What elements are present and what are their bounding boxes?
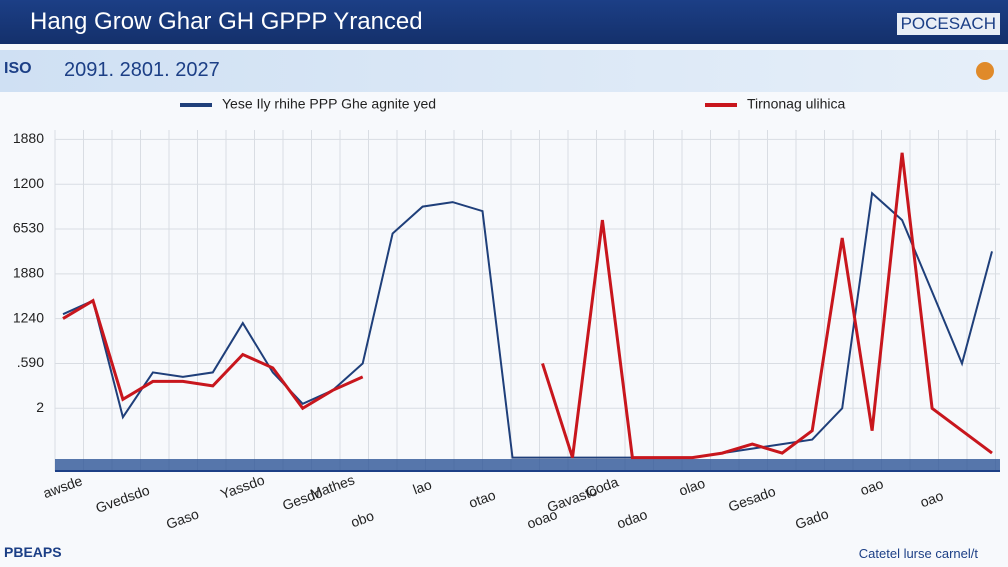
chart: 2 .590 1240 1880 6530 1200 1880 awsde Gvedsdo Gas… [13,96,1000,532]
legend-label: Yese Ily rhihe PPP Ghe agnite yed [222,96,436,112]
x-tick-label: obo [349,507,377,530]
footer: PBEAPS Catetel lurse carnel/t [0,540,1008,567]
header-right[interactable]: POCESACH [896,13,1000,35]
x-tick-label: oao [858,475,886,498]
x-tick-label: oao [918,487,946,510]
x-tick-label: lao [411,476,434,497]
x-tick-label: awsde [41,472,85,501]
x-tick-label: Gaso [164,505,201,532]
subheader: ISO 2091. 2801. 2027 [0,50,1008,92]
badge: ISO [4,60,32,77]
header: Hang Grow Ghar GH GPPP Yranced POCESACH [0,0,1008,44]
x-tick-label: Coda [584,473,621,500]
y-tick-label: 1880 [13,265,44,281]
legend-label: Tirnonag ulihica [747,96,846,112]
x-tick-label: Mathes [308,471,357,502]
y-tick-label: 2 [36,399,44,415]
x-tick-label: Gesado [726,483,778,515]
y-tick-label: .590 [17,354,44,370]
y-tick-label: 6530 [13,220,44,236]
y-tick-label: 1240 [13,309,44,325]
x-tick-label: otao [467,487,498,511]
footer-logo: PBEAPS [4,544,62,560]
title: Hang Grow Ghar GH GPPP Yranced [30,8,423,35]
x-tick-label: Gvedsdo [93,482,151,516]
y-tick-label: 1200 [13,175,44,191]
baseline-band [55,459,1000,471]
y-tick-label: 1880 [13,130,44,146]
series-line [62,152,993,460]
x-tick-label: olao [677,475,708,499]
x-tick-label: Yassdo [218,471,267,502]
x-tick-label: Gado [793,505,831,532]
series-line [62,191,993,459]
x-tick-label: odao [615,506,650,532]
dates: 2091. 2801. 2027 [64,59,220,81]
status-dot[interactable] [976,62,994,80]
footer-link[interactable]: Catetel lurse carnel/t [858,546,978,561]
